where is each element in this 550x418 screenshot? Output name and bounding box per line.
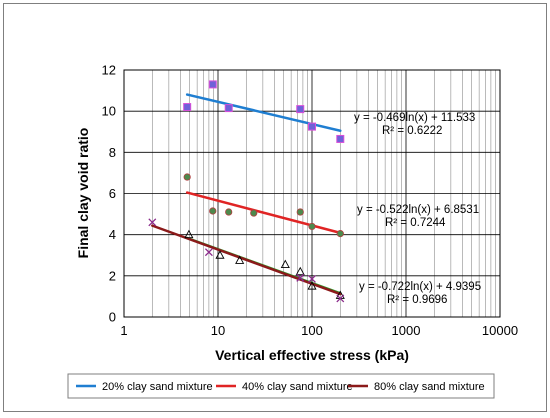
data-point-square (308, 122, 316, 131)
x-tick-labels: 1 10 100 1000 10000 (120, 323, 518, 338)
data-point-x-stroke (204, 248, 213, 257)
data-point-circle (296, 208, 304, 216)
data-point-x (204, 248, 213, 257)
data-point-x-stroke (336, 294, 345, 303)
trend-r2-2: R² = 0.7244 (385, 217, 446, 229)
x-tick-label: 10 (211, 323, 225, 338)
markers (148, 80, 345, 303)
y-tick-labels: 0 2 4 6 8 10 12 (102, 63, 116, 325)
legend-box (67, 373, 495, 399)
data-point-triangle (215, 250, 225, 259)
y-tick-label: 12 (102, 63, 116, 78)
data-point-square (224, 104, 233, 113)
data-point-x-stroke (296, 273, 305, 282)
data-point-x-stroke (308, 274, 316, 283)
legend: 20% clay sand mixture 40% clay sand mixtu… (76, 381, 485, 393)
trend-equation-2: y = -0.522ln(x) + 6.8531 (357, 204, 479, 216)
y-tick-label: 4 (109, 227, 116, 242)
data-point-circle (308, 222, 316, 231)
data-point-x (336, 294, 345, 303)
data-point-circle (183, 173, 191, 181)
data-point-x (308, 274, 316, 283)
data-point-circle (225, 208, 233, 216)
x-tick-label: 1 (120, 323, 127, 338)
plot-area-border (123, 69, 501, 318)
data-point-triangle (307, 281, 317, 290)
x-axis-label: Vertical effective stress (kPa) (215, 347, 409, 363)
y-tick-label: 8 (109, 145, 116, 160)
data-point-x (296, 273, 305, 282)
data-point-triangle (280, 259, 290, 268)
trend-equation-3: y = -0.722ln(x) + 4.9395 (359, 281, 481, 293)
y-tick-label: 2 (109, 268, 116, 283)
data-point-square (296, 105, 305, 114)
trend-r2-3: R² = 0.9696 (387, 294, 447, 306)
x-tick-label: 100 (301, 323, 323, 338)
data-point-triangle (184, 229, 194, 239)
data-point-triangle (235, 255, 245, 264)
chart-frame: 1 10 100 1000 10000 0 2 4 6 8 10 12 y = -0.469ln(x… (3, 3, 547, 412)
x-tick-label: 10000 (482, 323, 518, 338)
data-point-circle (250, 209, 258, 217)
data-point-circle (336, 230, 344, 238)
trend-r2-1: R² = 0.6222 (382, 125, 442, 137)
data-point-circle (209, 207, 217, 215)
data-point-x-stroke (148, 218, 157, 227)
data-point-square (183, 103, 192, 112)
legend-label-2: 40% clay sand mixture (242, 381, 353, 393)
data-point-triangle (295, 266, 305, 276)
y-tick-label: 6 (109, 186, 116, 201)
data-point-square (336, 134, 345, 143)
y-tick-label: 0 (109, 310, 116, 325)
x-tick-label: 1000 (392, 323, 421, 338)
chart: 1 10 100 1000 10000 0 2 4 6 8 10 12 y = -0.469ln(x… (67, 63, 518, 399)
y-axis-label: Final clay void ratio (75, 128, 91, 259)
trend-equation-1: y = -0.469ln(x) + 11.533 (354, 112, 475, 124)
data-point-square (208, 80, 217, 89)
data-point-x (148, 218, 157, 227)
legend-label-3: 80% clay sand mixture (374, 381, 485, 393)
y-tick-label: 10 (102, 104, 116, 119)
legend-label-1: 20% clay sand mixture (102, 381, 213, 393)
